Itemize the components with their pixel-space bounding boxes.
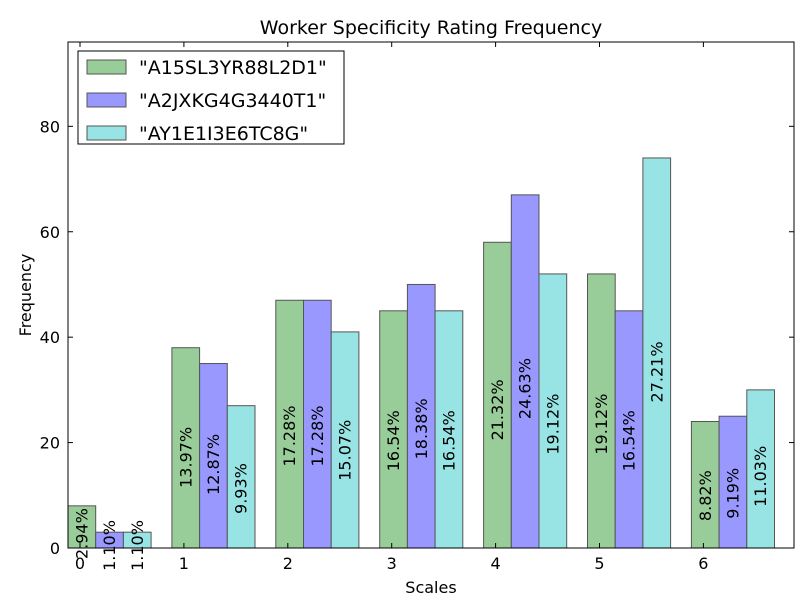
bar-label-s1-c0: 1.10% bbox=[100, 520, 119, 571]
bar-label-s2-c6: 11.03% bbox=[751, 446, 770, 507]
bar-label-s2-c2: 15.07% bbox=[336, 420, 355, 481]
y-tick-label-4: 80 bbox=[40, 117, 60, 136]
legend-swatch-1 bbox=[86, 92, 127, 108]
legend-label-1: "A2JXKG4G3440T1" bbox=[139, 90, 326, 112]
x-tick-label-0: 0 bbox=[75, 554, 85, 573]
bar-s0-c2 bbox=[275, 299, 304, 549]
bar-s2-c1 bbox=[226, 405, 256, 549]
bar-label-s0-c3: 16.54% bbox=[384, 410, 403, 471]
bar-s0-c6 bbox=[690, 421, 720, 549]
bar-label-s2-c1: 9.93% bbox=[232, 463, 251, 514]
bar-label-s1-c4: 24.63% bbox=[516, 358, 535, 419]
bar-label-s0-c2: 17.28% bbox=[280, 406, 299, 467]
bar-label-s0-c6: 8.82% bbox=[696, 470, 715, 521]
bar-label-s1-c1: 12.87% bbox=[204, 434, 223, 495]
x-tick-label-3: 3 bbox=[387, 554, 397, 573]
y-tick-label-3: 60 bbox=[40, 223, 60, 242]
bar-label-s1-c5: 16.54% bbox=[620, 410, 639, 471]
bar-s1-c2 bbox=[303, 299, 332, 549]
plot-frame bbox=[67, 41, 795, 549]
x-tick-label-5: 5 bbox=[594, 554, 604, 573]
legend-swatch-0 bbox=[86, 59, 127, 75]
bar-label-s0-c5: 19.12% bbox=[592, 394, 611, 455]
legend-label-2: "AY1E1I3E6TC8G" bbox=[139, 123, 308, 145]
y-tick-label-0: 0 bbox=[50, 539, 60, 558]
chart-title: Worker Specificity Rating Frequency bbox=[260, 17, 602, 39]
bar-s2-c2 bbox=[330, 331, 360, 549]
bar-s2-c3 bbox=[434, 310, 464, 549]
legend-swatch-2 bbox=[86, 125, 127, 141]
bar-s2-c5 bbox=[642, 157, 672, 549]
bar-s0-c4 bbox=[483, 241, 512, 549]
y-tick-label-1: 20 bbox=[40, 434, 60, 453]
bar-label-s0-c4: 21.32% bbox=[488, 379, 507, 440]
bar-s0-c3 bbox=[379, 310, 408, 549]
x-axis-label: Scales bbox=[405, 578, 456, 597]
x-tick-label-1: 1 bbox=[179, 554, 189, 573]
bars-layer bbox=[67, 157, 775, 549]
bar-label-s1-c3: 18.38% bbox=[412, 398, 431, 459]
bar-label-s1-c2: 17.28% bbox=[308, 406, 327, 467]
bar-s2-c4 bbox=[538, 273, 568, 549]
bar-s1-c6 bbox=[718, 415, 748, 549]
bar-label-s2-c4: 19.12% bbox=[543, 394, 562, 455]
bar-label-s2-c0: 1.10% bbox=[128, 520, 147, 571]
bar-s2-c6 bbox=[746, 389, 775, 549]
bar-label-s1-c6: 9.19% bbox=[723, 468, 742, 519]
x-tick-label-6: 6 bbox=[698, 554, 708, 573]
bar-labels-layer: 2.94% 1.10% 1.10% 13.97% 12.87% 9.93% 17.28% 17… bbox=[72, 341, 770, 570]
bar-label-s0-c0: 2.94% bbox=[72, 508, 91, 559]
x-tick-label-4: 4 bbox=[491, 554, 501, 573]
bar-s0-c5 bbox=[587, 273, 616, 549]
legend: "A15SL3YR88L2D1" "A2JXKG4G3440T1" "AY1E1I3… bbox=[77, 50, 345, 145]
y-tick-label-2: 40 bbox=[40, 328, 60, 347]
bar-label-s2-c3: 16.54% bbox=[439, 410, 458, 471]
x-tick-label-2: 2 bbox=[283, 554, 293, 573]
y-axis-label: Frequency bbox=[16, 254, 35, 337]
bar-label-s0-c1: 13.97% bbox=[176, 427, 195, 488]
bar-s1-c4 bbox=[510, 194, 540, 549]
bar-label-s2-c5: 27.21% bbox=[647, 341, 666, 402]
legend-label-0: "A15SL3YR88L2D1" bbox=[139, 57, 327, 79]
